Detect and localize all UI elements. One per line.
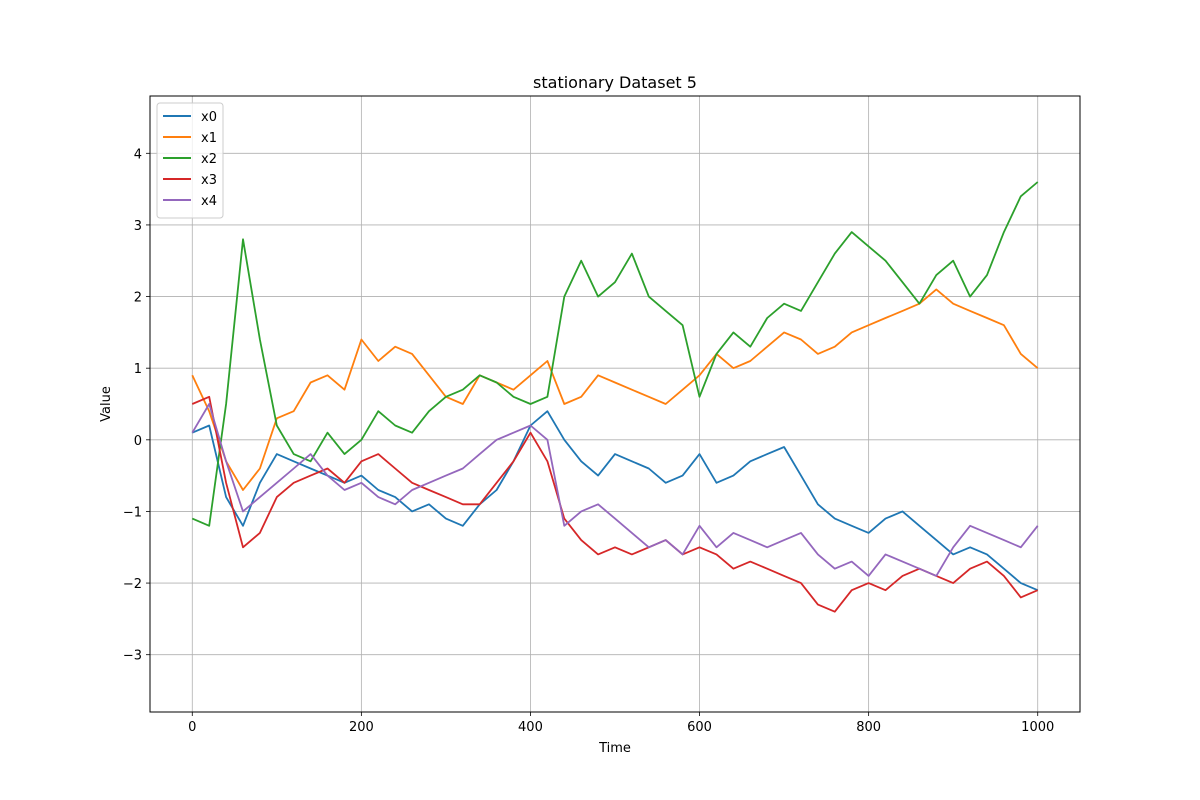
x-tick-label: 400 — [518, 720, 543, 735]
x-tick-label: 200 — [349, 720, 374, 735]
x-tick-label: 0 — [188, 720, 196, 735]
series-line-x4 — [191, 403, 1039, 577]
y-tick-label: 4 — [134, 147, 142, 162]
legend-box — [156, 102, 224, 219]
y-axis-label: Value — [99, 386, 114, 422]
legend-label-x2: x2 — [201, 152, 217, 167]
series-lines — [191, 181, 1039, 613]
chart-title: stationary Dataset 5 — [533, 73, 697, 92]
legend-label-x0: x0 — [201, 110, 217, 125]
legend-label-x1: x1 — [201, 131, 217, 146]
y-tick-label: 0 — [134, 434, 142, 449]
y-tick-label: 2 — [134, 291, 142, 306]
x-tick-label: 600 — [687, 720, 712, 735]
legend: x0 x1 x2 x3 x4 — [156, 102, 224, 219]
x-axis-label: Time — [598, 741, 631, 756]
legend-label-x3: x3 — [201, 173, 217, 188]
series-line-x0 — [191, 410, 1039, 592]
series-line-x2 — [191, 181, 1039, 527]
series-line-x3 — [191, 395, 1039, 613]
axis-ticks: 0 200 400 600 800 1000 −3 −2 −1 0 1 2 3 4 — [123, 147, 1054, 735]
y-tick-label: 1 — [134, 362, 142, 377]
y-tick-label: −2 — [123, 577, 142, 592]
series-line-x1 — [191, 288, 1039, 491]
y-tick-label: −3 — [123, 649, 142, 664]
x-tick-label: 800 — [856, 720, 881, 735]
x-tick-label: 1000 — [1021, 720, 1054, 735]
y-tick-label: 3 — [134, 219, 142, 234]
y-tick-label: −1 — [123, 505, 142, 520]
plot-frame — [149, 95, 1081, 713]
legend-label-x4: x4 — [201, 194, 217, 209]
